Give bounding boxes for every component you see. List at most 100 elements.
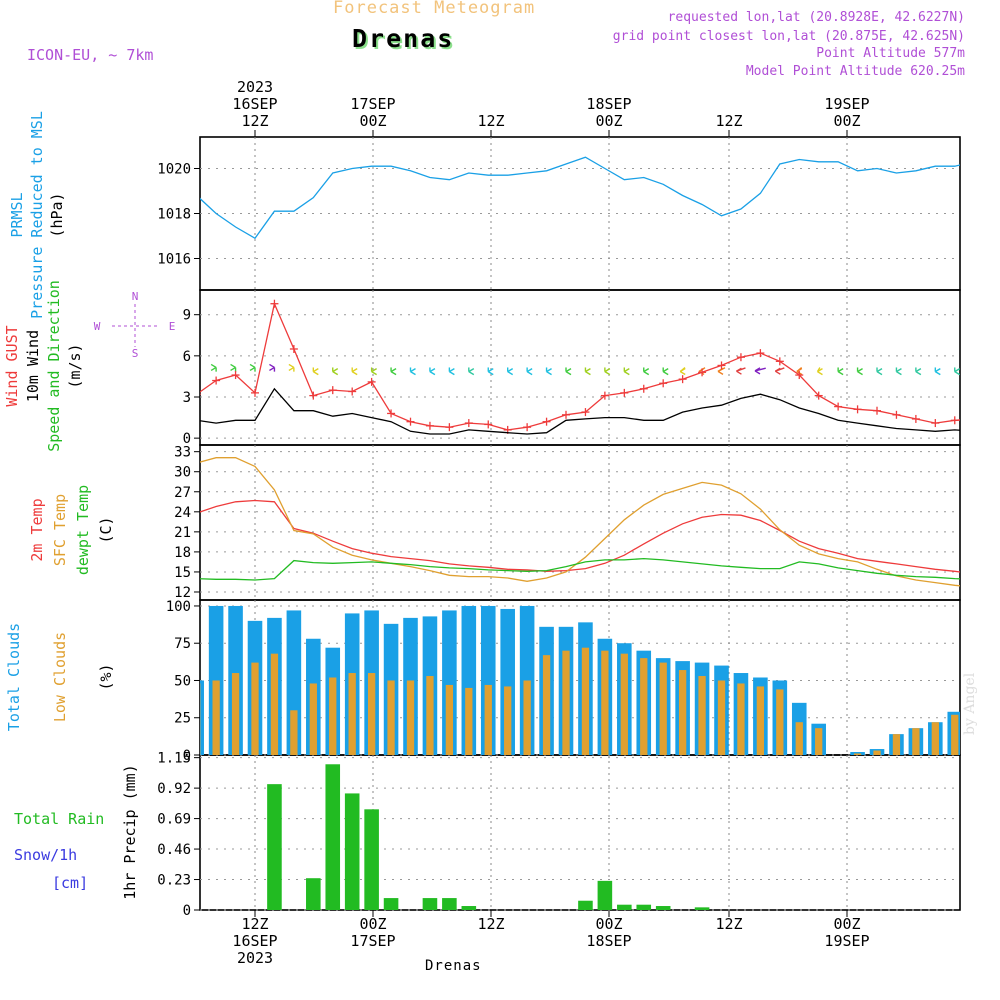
total-cloud-bar bbox=[131, 680, 146, 755]
rain-bar bbox=[578, 900, 593, 910]
wind-arrow-head bbox=[351, 368, 358, 373]
wind-arrow-head bbox=[288, 363, 295, 369]
bottom-time-label: 12Z bbox=[715, 915, 742, 933]
wind-arrow-head bbox=[915, 371, 922, 376]
low-cloud-bar bbox=[931, 722, 939, 755]
low-cloud-bar bbox=[776, 689, 784, 755]
panel-axis-label: Low Clouds bbox=[51, 632, 69, 722]
y-tick-label: 75 bbox=[174, 636, 191, 652]
wind-arrow-head bbox=[429, 371, 436, 376]
wind-arrow-head bbox=[934, 368, 941, 373]
top-time-label: 16SEP bbox=[232, 95, 277, 113]
wind-arrow-head bbox=[974, 372, 979, 375]
temp-line bbox=[200, 557, 960, 581]
wind-arrow-head bbox=[390, 368, 397, 373]
low-cloud-bar bbox=[678, 670, 687, 755]
wind-arrow-head bbox=[662, 371, 669, 376]
y-tick-label: 18 bbox=[174, 545, 191, 561]
y-tick-label: 25 bbox=[174, 711, 191, 727]
wind-arrow-head bbox=[230, 363, 236, 369]
wind-arrow-head bbox=[585, 368, 591, 373]
rain-bar bbox=[636, 904, 652, 910]
low-cloud-bar bbox=[990, 683, 997, 755]
compass-w: W bbox=[94, 320, 101, 333]
rain-bar bbox=[325, 764, 341, 910]
wind-arrow-head bbox=[351, 371, 358, 376]
top-time-label: 12Z bbox=[477, 112, 504, 130]
wind-arrow-head bbox=[249, 366, 256, 372]
wind-arrow-head bbox=[332, 368, 339, 373]
total-cloud-bar bbox=[986, 680, 1000, 755]
wind-arrow-head bbox=[507, 371, 514, 376]
y-tick-label: 33 bbox=[174, 445, 191, 461]
low-cloud-bar bbox=[387, 680, 395, 755]
wind-arrow-head bbox=[153, 367, 158, 370]
wind-arrow-head bbox=[230, 366, 236, 372]
low-cloud-bar bbox=[329, 677, 337, 755]
wind-arrow-head bbox=[915, 368, 922, 373]
y-tick-label: 30 bbox=[174, 465, 191, 481]
wind-arrow-head bbox=[736, 370, 742, 375]
bottom-time-label: 12Z bbox=[477, 915, 504, 933]
total-cloud-bar bbox=[151, 655, 166, 755]
low-cloud-bar bbox=[465, 687, 473, 755]
low-cloud-bar bbox=[737, 683, 745, 755]
low-cloud-bar bbox=[562, 650, 570, 755]
y-tick-label: 9 bbox=[183, 308, 191, 324]
rain-bar bbox=[597, 880, 613, 910]
top-time-label: 00Z bbox=[833, 112, 860, 130]
low-cloud-bar bbox=[815, 728, 823, 755]
top-time-label: 18SEP bbox=[586, 95, 631, 113]
low-cloud-bar bbox=[504, 686, 512, 755]
rain-bar bbox=[422, 898, 438, 910]
panel-axis-label: (m/s) bbox=[66, 343, 84, 388]
wind-arrow-head bbox=[269, 366, 275, 372]
y-tick-label: 100 bbox=[166, 599, 191, 615]
wind-arrow-head bbox=[954, 368, 960, 373]
point-altitude: Point Altitude 577m bbox=[816, 46, 965, 61]
bottom-location-label: Drenas bbox=[425, 958, 482, 974]
bottom-time-label: 12Z bbox=[241, 915, 268, 933]
low-cloud-bar bbox=[853, 753, 862, 755]
low-cloud-bar bbox=[951, 714, 959, 755]
requested-coordinates: requested lon,lat (20.8928E, 42.6227N) bbox=[667, 10, 965, 25]
low-cloud-bar bbox=[270, 653, 279, 755]
wind-arrow-head bbox=[526, 368, 533, 373]
wind-arrow-head bbox=[876, 371, 883, 376]
wind-arrow-head bbox=[288, 366, 295, 372]
panel-axis-label: 2m Temp bbox=[28, 498, 46, 561]
wind-arrow-head bbox=[796, 367, 803, 373]
bottom-time-label: 19SEP bbox=[824, 932, 869, 950]
low-cloud-bar bbox=[523, 680, 531, 755]
wind-arrow-head bbox=[546, 371, 552, 376]
wind-arrow-head bbox=[332, 371, 339, 376]
low-cloud-bar bbox=[659, 662, 667, 755]
wind-arrow-head bbox=[249, 363, 256, 369]
y-tick-label: 12 bbox=[174, 585, 191, 601]
wind-arrow-head bbox=[172, 367, 177, 370]
wind-series bbox=[133, 299, 979, 435]
wind-arrow-head bbox=[717, 370, 724, 375]
wind-arrow-head bbox=[410, 368, 416, 373]
wind-arrow-head bbox=[896, 371, 902, 376]
panel-axis-label: (%) bbox=[97, 663, 115, 690]
compass-n: N bbox=[132, 290, 139, 303]
wind-arrow-head bbox=[857, 371, 863, 376]
wind-arrow-head bbox=[643, 371, 650, 376]
location-title: Drenas bbox=[352, 24, 455, 53]
panel-axis-label: PRMSL bbox=[8, 192, 26, 237]
top-time-label: 19SEP bbox=[824, 95, 869, 113]
panel-axis-label: dewpt Temp bbox=[74, 485, 92, 575]
y-tick-label: 50 bbox=[174, 673, 191, 689]
compass-e: E bbox=[169, 320, 176, 333]
wind-arrow-head bbox=[133, 367, 138, 370]
top-time-label: 12Z bbox=[715, 112, 742, 130]
wind-speed-line bbox=[200, 387, 960, 435]
wind-arrow-head bbox=[371, 368, 377, 373]
wind-arrow-head bbox=[896, 368, 902, 373]
gust-line bbox=[200, 301, 960, 431]
rain-bar bbox=[364, 809, 379, 910]
wind-arrow-head bbox=[429, 368, 436, 373]
wind-arrow-head bbox=[954, 371, 960, 376]
low-cloud-bar bbox=[601, 650, 609, 755]
